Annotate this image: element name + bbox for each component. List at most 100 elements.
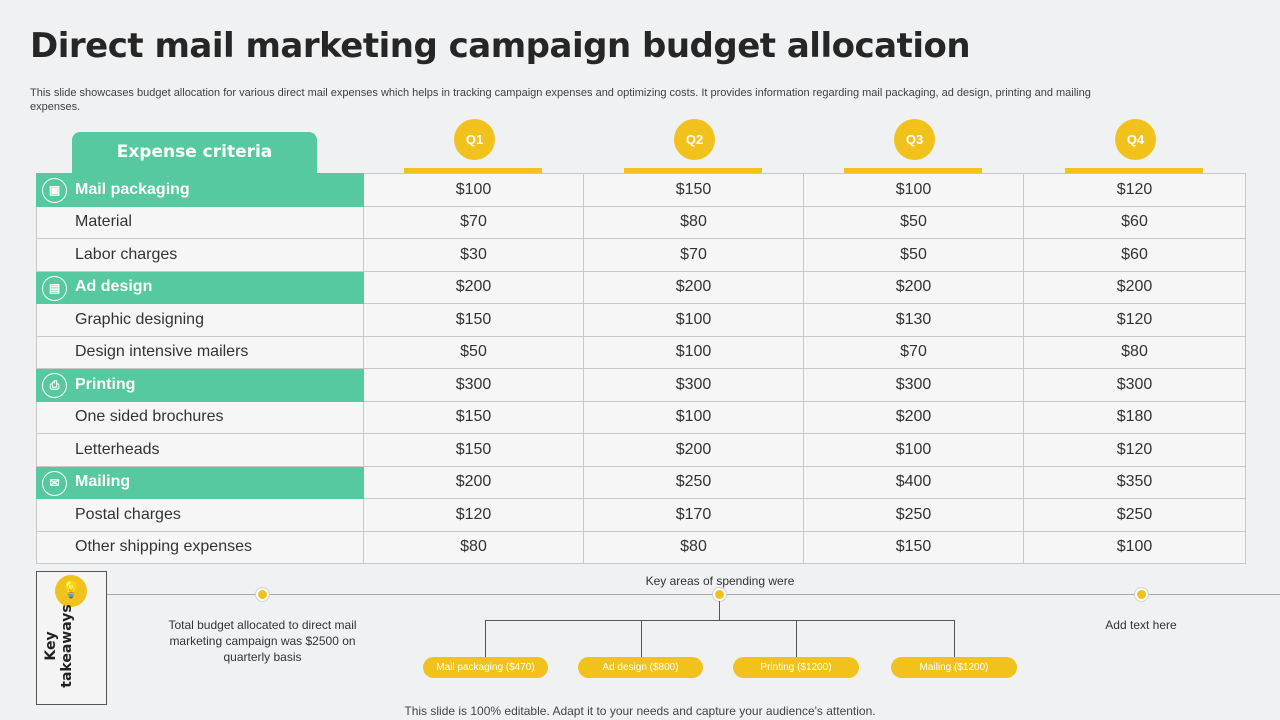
row-label-cell: Postal charges [36, 498, 364, 532]
value-cell-q3: $200 [803, 270, 1024, 304]
value-cell-q3: $400 [803, 465, 1024, 499]
table-row: Graphic designing $150 $100 $130 $120 [36, 303, 1246, 337]
row-label: Material [75, 213, 132, 231]
value-cell-q4: $350 [1023, 465, 1246, 499]
value-cell-q4: $200 [1023, 270, 1246, 304]
value-cell-q4: $120 [1023, 433, 1246, 467]
timeline-dot [713, 588, 726, 601]
value-cell-q1: $100 [363, 173, 584, 207]
quarter-bar [844, 168, 982, 174]
mail-icon: ✉ [42, 470, 67, 496]
table-row: Design intensive mailers $50 $100 $70 $80 [36, 335, 1246, 369]
quarter-badge: Q2 [674, 119, 715, 160]
tree-connector [485, 620, 486, 657]
value-cell-q4: $80 [1023, 335, 1246, 369]
quarter-badge: Q3 [894, 119, 935, 160]
timeline-dot [1135, 588, 1148, 601]
row-label-cell: ⎙ Printing [36, 368, 364, 402]
printer-icon: ⎙ [42, 373, 67, 398]
value-cell-q4: $250 [1023, 498, 1246, 532]
quarter-badge: Q4 [1115, 119, 1156, 160]
value-cell-q3: $70 [803, 335, 1024, 369]
page-subtitle: This slide showcases budget allocation f… [30, 87, 1091, 113]
value-cell-q3: $200 [803, 400, 1024, 434]
tree-connector [719, 601, 720, 620]
table-row: One sided brochures $150 $100 $200 $180 [36, 400, 1246, 434]
row-label: Postal charges [75, 505, 181, 523]
package-icon: ▣ [42, 178, 67, 203]
row-label-cell: ✉ Mailing [36, 465, 364, 499]
key-takeaways-label: Key takeaways [43, 604, 75, 688]
row-label: Graphic designing [75, 310, 204, 328]
value-cell-q3: $100 [803, 433, 1024, 467]
category-row: ▣ Mail packaging $100 $150 $100 $120 [36, 173, 1246, 207]
value-cell-q1: $200 [363, 465, 584, 499]
row-label: Other shipping expenses [75, 538, 252, 556]
table-row: Material $70 $80 $50 $60 [36, 205, 1246, 239]
key-takeaways-box: 💡 Key takeaways [36, 571, 107, 705]
expense-criteria-header: Expense criteria [72, 132, 317, 173]
value-cell-q2: $200 [583, 433, 804, 467]
design-icon: ▤ [42, 275, 67, 301]
value-cell-q3: $130 [803, 303, 1024, 337]
table-row: Letterheads $150 $200 $100 $120 [36, 433, 1246, 467]
value-cell-q2: $300 [583, 368, 804, 402]
value-cell-q1: $120 [363, 498, 584, 532]
row-label: Design intensive mailers [75, 343, 249, 361]
value-cell-q3: $150 [803, 530, 1024, 564]
row-label: Labor charges [75, 245, 178, 263]
takeaway-key-areas-title: Key areas of spending were [645, 574, 795, 588]
value-cell-q4: $180 [1023, 400, 1246, 434]
quarter-header-q3: Q3 [844, 119, 984, 175]
row-label-cell: Material [36, 205, 364, 239]
value-cell-q2: $250 [583, 465, 804, 499]
quarter-header-q4: Q4 [1065, 119, 1205, 175]
budget-table: ▣ Mail packaging $100 $150 $100 $120 Material $… [36, 173, 1246, 564]
value-cell-q2: $200 [583, 270, 804, 304]
row-label-cell: One sided brochures [36, 400, 364, 434]
footer-note: This slide is 100% editable. Adapt it to… [404, 704, 876, 718]
value-cell-q2: $100 [583, 335, 804, 369]
spending-area-pill: Mailing ($1200) [891, 657, 1017, 678]
value-cell-q2: $70 [583, 238, 804, 272]
category-row: ▤ Ad design $200 $200 $200 $200 [36, 270, 1246, 304]
value-cell-q3: $100 [803, 173, 1024, 207]
takeaway-total-budget: Total budget allocated to direct mail ma… [168, 618, 357, 664]
table-row: Labor charges $30 $70 $50 $60 [36, 238, 1246, 272]
row-label: Ad design [75, 278, 153, 296]
row-label: Printing [75, 375, 136, 393]
spending-area-pill: Mail packaging ($470) [423, 657, 548, 678]
table-row: Postal charges $120 $170 $250 $250 [36, 498, 1246, 532]
quarter-header-q1: Q1 [404, 119, 544, 175]
value-cell-q3: $250 [803, 498, 1024, 532]
row-label-cell: Design intensive mailers [36, 335, 364, 369]
value-cell-q1: $200 [363, 270, 584, 304]
value-cell-q4: $120 [1023, 303, 1246, 337]
timeline-dot [256, 588, 269, 601]
value-cell-q2: $100 [583, 400, 804, 434]
lightbulb-icon: 💡 [55, 575, 87, 607]
tree-connector [954, 620, 955, 657]
tree-connector [641, 620, 642, 657]
value-cell-q1: $30 [363, 238, 584, 272]
row-label-cell: Letterheads [36, 433, 364, 467]
value-cell-q1: $150 [363, 433, 584, 467]
value-cell-q1: $50 [363, 335, 584, 369]
value-cell-q1: $150 [363, 303, 584, 337]
row-label-cell: ▤ Ad design [36, 270, 364, 304]
tree-connector [485, 620, 955, 621]
spending-area-pill: Ad design ($800) [578, 657, 703, 678]
row-label: Mailing [75, 473, 131, 491]
value-cell-q3: $300 [803, 368, 1024, 402]
table-row: Other shipping expenses $80 $80 $150 $100 [36, 530, 1246, 564]
value-cell-q4: $60 [1023, 205, 1246, 239]
value-cell-q1: $80 [363, 530, 584, 564]
value-cell-q2: $170 [583, 498, 804, 532]
value-cell-q1: $300 [363, 368, 584, 402]
value-cell-q1: $70 [363, 205, 584, 239]
value-cell-q2: $100 [583, 303, 804, 337]
quarter-bar [1065, 168, 1203, 174]
row-label-cell: Labor charges [36, 238, 364, 272]
quarter-bar [624, 168, 762, 174]
value-cell-q3: $50 [803, 238, 1024, 272]
